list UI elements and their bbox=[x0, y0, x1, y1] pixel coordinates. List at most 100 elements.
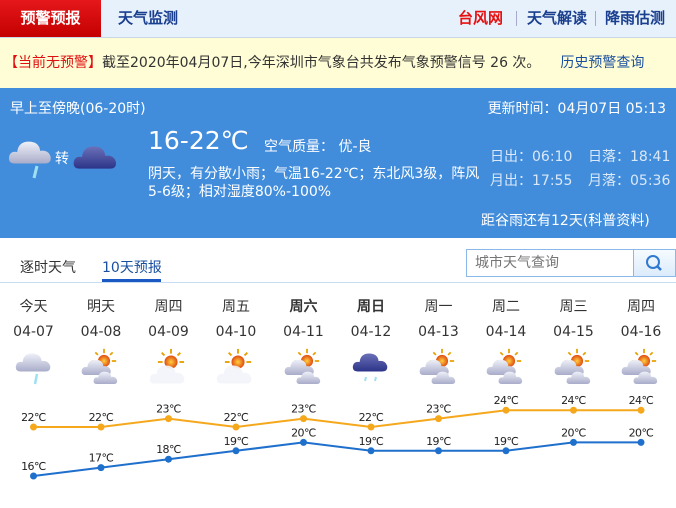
low-temp-label: 19℃ bbox=[494, 435, 519, 448]
sun-cloud-icon bbox=[284, 348, 320, 384]
weekday-label: 周二 bbox=[492, 299, 520, 315]
sunset: 日落：18:41 bbox=[588, 149, 671, 165]
high-temp-point bbox=[570, 406, 577, 414]
top-nav: 预警预报 天气监测 台风网 天气解读 降雨估测 bbox=[0, 0, 676, 38]
weekday-label: 周四 bbox=[154, 299, 183, 315]
link-rainfall-estimate[interactable]: 降雨估测 bbox=[605, 9, 666, 27]
tab-10day[interactable]: 10天预报 bbox=[102, 260, 162, 276]
city-search-input[interactable] bbox=[466, 249, 634, 277]
weekday-label: 周日 bbox=[357, 299, 385, 315]
warning-bar: 【当前无预警】截至2020年04月07日,今年深圳市气象台共发布气象预警信号 2… bbox=[0, 38, 676, 88]
cloud-rain-icon bbox=[8, 141, 51, 179]
tab-weather-monitor[interactable]: 天气监测 bbox=[118, 9, 179, 27]
sunrise: 日出：06:10 bbox=[490, 149, 573, 165]
divider bbox=[516, 11, 517, 26]
link-typhoon[interactable]: 台风网 bbox=[458, 9, 504, 27]
low-temp-point bbox=[435, 447, 442, 455]
sun-cloud-icon bbox=[621, 348, 658, 384]
low-temp-point bbox=[97, 464, 105, 472]
warning-text: 截至2020年04月07日,今年深圳市气象台共发布气象预警信号 26 次。 bbox=[102, 55, 541, 71]
date-label: 04-10 bbox=[215, 324, 257, 340]
weather-description-2: 5-6级；相对湿度80%-100% bbox=[148, 184, 332, 200]
high-temp-label: 24℃ bbox=[629, 394, 654, 407]
low-temp-label: 20℃ bbox=[561, 426, 586, 439]
high-temp-point bbox=[502, 406, 510, 414]
weekday-label: 明天 bbox=[87, 299, 115, 315]
low-temp-point bbox=[502, 447, 510, 455]
high-temp-label: 24℃ bbox=[494, 394, 519, 407]
high-temp-point bbox=[367, 423, 375, 431]
weekday-label: 今天 bbox=[19, 299, 48, 315]
high-temp-point bbox=[165, 415, 172, 423]
high-temp-label: 22℃ bbox=[359, 411, 384, 424]
update-time: 更新时间：04月07日 05:13 bbox=[487, 101, 666, 117]
low-temp-point bbox=[367, 447, 375, 455]
date-label: 04-12 bbox=[350, 324, 392, 340]
low-temp-line bbox=[33, 441, 641, 477]
weekday-label: 周三 bbox=[559, 299, 588, 315]
low-temp-point bbox=[300, 438, 307, 446]
high-temp-point bbox=[300, 415, 307, 423]
low-temp-label: 20℃ bbox=[629, 426, 654, 439]
high-temp-point bbox=[232, 423, 240, 431]
high-temp-point bbox=[30, 423, 37, 431]
high-temp-line bbox=[33, 409, 641, 429]
date-label: 04-07 bbox=[13, 324, 54, 340]
high-temp-point bbox=[637, 406, 645, 414]
sun-cloud-icon bbox=[486, 348, 523, 384]
date-label: 04-09 bbox=[148, 324, 189, 340]
temperature-range: 16-22℃ bbox=[148, 126, 249, 155]
divider bbox=[595, 11, 596, 26]
weekday-label: 周六 bbox=[289, 299, 318, 315]
sun-cloud-icon bbox=[554, 348, 590, 384]
tab-divider bbox=[0, 282, 676, 283]
search-button[interactable] bbox=[633, 249, 676, 277]
low-temp-label: 16℃ bbox=[21, 460, 46, 473]
low-temp-label: 19℃ bbox=[359, 435, 384, 448]
moonrise: 月出：17:55 bbox=[490, 173, 573, 189]
moonset: 月落：05:36 bbox=[588, 173, 671, 189]
link-weather-analysis[interactable]: 天气解读 bbox=[527, 9, 588, 27]
solar-term-link[interactable]: 距谷雨还有12天(科普资料) bbox=[481, 213, 650, 229]
active-tab-underline bbox=[102, 279, 161, 282]
low-temp-label: 17℃ bbox=[89, 452, 114, 465]
search-icon bbox=[646, 255, 662, 271]
high-temp-label: 23℃ bbox=[156, 403, 181, 416]
low-temp-label: 18℃ bbox=[156, 443, 181, 456]
weekday-label: 周一 bbox=[424, 299, 453, 315]
date-label: 04-13 bbox=[418, 324, 459, 340]
turn-label: 转 bbox=[55, 151, 69, 167]
weather-description: 阴天，有分散小雨；气温16-22℃；东北风3级，阵风 bbox=[148, 166, 480, 182]
weekday-label: 周五 bbox=[222, 299, 250, 315]
high-temp-label: 24℃ bbox=[561, 394, 586, 407]
low-temp-point bbox=[165, 455, 172, 463]
high-temp-label: 22℃ bbox=[224, 411, 249, 424]
period-label: 早上至傍晚(06-20时) bbox=[10, 101, 146, 117]
dark-cloud-rain-icon bbox=[352, 353, 388, 382]
sun-light-cloud-icon bbox=[216, 348, 252, 384]
high-temp-point bbox=[435, 415, 442, 423]
air-quality: 空气质量： 优-良 bbox=[264, 139, 372, 155]
dark-cloud-icon bbox=[73, 146, 116, 169]
low-temp-point bbox=[232, 447, 240, 455]
warning-status: 【当前无预警】 bbox=[4, 55, 102, 71]
cloud-rain-icon bbox=[15, 353, 50, 385]
temperature-chart: 22℃ 22℃ 23℃ 22℃ 23℃ 22℃ 23℃ 24℃ 24℃ 24℃ 16℃ 17℃ 18℃ 1… bbox=[21, 394, 654, 480]
low-temp-label: 20℃ bbox=[291, 426, 316, 439]
high-temp-label: 23℃ bbox=[291, 403, 316, 416]
date-label: 04-16 bbox=[620, 324, 662, 340]
sun-cloud-icon bbox=[419, 348, 455, 384]
low-temp-point bbox=[570, 438, 577, 446]
high-temp-point bbox=[97, 423, 105, 431]
tab-hourly[interactable]: 逐时天气 bbox=[20, 260, 76, 276]
high-temp-label: 23℃ bbox=[426, 403, 451, 416]
high-temp-label: 22℃ bbox=[89, 411, 114, 424]
low-temp-label: 19℃ bbox=[426, 435, 451, 448]
sun-cloud-icon bbox=[81, 348, 118, 384]
weekday-label: 周四 bbox=[627, 299, 655, 315]
high-temp-label: 22℃ bbox=[21, 411, 46, 424]
history-warning-link[interactable]: 历史预警查询 bbox=[560, 55, 645, 71]
today-weather-panel: 早上至傍晚(06-20时) 更新时间：04月07日 05:13 转 16-22℃… bbox=[0, 88, 676, 238]
tab-warning-forecast[interactable]: 预警预报 bbox=[0, 0, 101, 37]
low-temp-label: 19℃ bbox=[224, 435, 249, 448]
